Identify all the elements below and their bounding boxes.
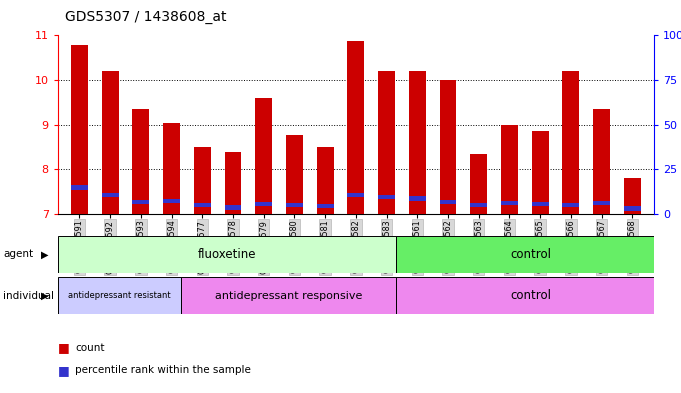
Bar xyxy=(71,45,88,214)
Bar xyxy=(58,236,396,273)
Text: ■: ■ xyxy=(58,364,69,377)
Bar xyxy=(225,152,241,214)
Text: control: control xyxy=(510,289,552,302)
Bar xyxy=(624,206,641,211)
Bar xyxy=(471,154,487,214)
Bar xyxy=(439,80,456,214)
Bar xyxy=(286,135,303,214)
Bar xyxy=(532,202,549,206)
Bar xyxy=(378,195,395,199)
Bar xyxy=(132,109,149,214)
Bar xyxy=(317,204,334,208)
Text: ■: ■ xyxy=(58,341,69,354)
Bar xyxy=(593,109,610,214)
Text: control: control xyxy=(510,248,552,261)
Bar xyxy=(101,193,118,197)
Bar xyxy=(194,203,210,208)
Bar xyxy=(132,200,149,204)
Bar xyxy=(101,71,118,214)
Bar xyxy=(396,277,666,314)
Text: GDS5307 / 1438608_at: GDS5307 / 1438608_at xyxy=(65,10,226,24)
Bar xyxy=(624,178,641,214)
Bar xyxy=(563,203,580,208)
Text: fluoxetine: fluoxetine xyxy=(197,248,256,261)
Text: antidepressant resistant: antidepressant resistant xyxy=(68,291,171,300)
Bar xyxy=(593,201,610,205)
Bar xyxy=(255,98,272,214)
Bar xyxy=(471,203,487,208)
Text: count: count xyxy=(75,343,104,353)
Bar xyxy=(501,125,518,214)
Bar xyxy=(194,147,210,214)
Bar xyxy=(71,185,88,189)
Bar xyxy=(501,201,518,205)
Bar xyxy=(378,71,395,214)
Bar xyxy=(163,123,180,214)
Bar xyxy=(396,236,666,273)
Text: percentile rank within the sample: percentile rank within the sample xyxy=(75,365,251,375)
Text: antidepressant responsive: antidepressant responsive xyxy=(215,291,362,301)
Bar xyxy=(163,198,180,203)
Bar xyxy=(317,147,334,214)
Bar xyxy=(225,205,241,210)
Bar xyxy=(532,132,549,214)
Text: ▶: ▶ xyxy=(41,250,48,259)
Bar xyxy=(347,193,364,197)
Bar xyxy=(58,277,180,314)
Bar xyxy=(180,277,396,314)
Bar xyxy=(409,196,426,201)
Text: individual: individual xyxy=(3,291,54,301)
Text: ▶: ▶ xyxy=(41,291,48,301)
Bar xyxy=(286,203,303,208)
Bar xyxy=(409,71,426,214)
Bar xyxy=(347,41,364,214)
Text: agent: agent xyxy=(3,250,33,259)
Bar xyxy=(563,71,580,214)
Bar xyxy=(439,200,456,204)
Bar xyxy=(255,202,272,206)
